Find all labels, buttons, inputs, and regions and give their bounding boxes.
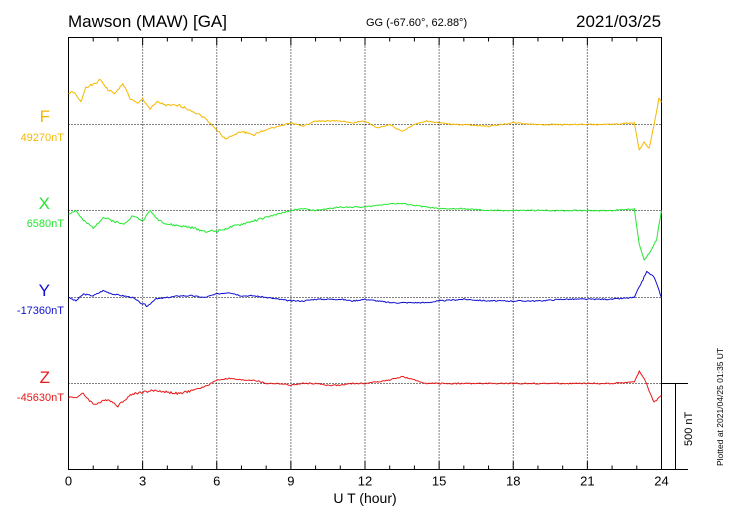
station-title: Mawson (MAW) [GA]	[68, 12, 227, 31]
x-tick-label-12: 12	[358, 474, 372, 489]
scale-bar-label: 500 nT	[683, 411, 695, 446]
x-tick-label-6: 6	[213, 474, 220, 489]
series-x-name: X	[38, 194, 50, 213]
series-f-baseline: 49270nT	[20, 132, 64, 144]
x-tick-label-0: 0	[65, 474, 72, 489]
scale-bar: 500 nT	[661, 383, 695, 470]
x-tick-label-24: 24	[654, 474, 668, 489]
grid-lines	[142, 37, 588, 470]
series-f-name: F	[39, 107, 50, 126]
series-z-baseline: -45630nT	[16, 392, 64, 404]
series-line-x	[68, 202, 662, 261]
x-axis-ticks: 0 3 6 9 12 15 18 21 24	[65, 37, 669, 489]
coordinates-label: GG (-67.60°, 62.88°)	[366, 17, 468, 29]
series-line-z	[68, 370, 662, 408]
series-y-name: Y	[38, 281, 50, 300]
series-lines	[68, 78, 662, 408]
series-x-baseline: 6580nT	[26, 218, 64, 230]
date-label: 2021/03/25	[576, 12, 662, 31]
plotted-note: Plotted at 2021/04/25 01:35 UT	[715, 347, 725, 466]
series-y-baseline: -17360nT	[16, 305, 64, 317]
x-tick-label-21: 21	[580, 474, 594, 489]
x-tick-label-18: 18	[506, 474, 520, 489]
x-tick-label-3: 3	[139, 474, 146, 489]
series-line-y	[68, 270, 662, 307]
x-tick-label-9: 9	[287, 474, 294, 489]
series-z-name: Z	[39, 368, 50, 387]
series-line-f	[68, 78, 662, 151]
x-axis-label: U T (hour)	[333, 490, 397, 506]
x-tick-label-15: 15	[432, 474, 446, 489]
